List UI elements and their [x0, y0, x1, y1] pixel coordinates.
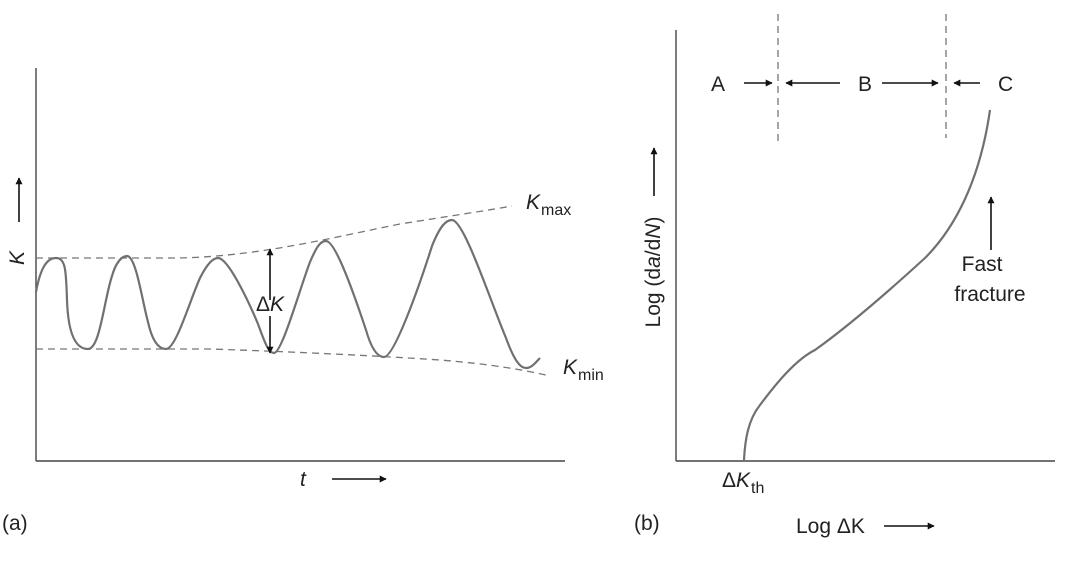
panel-b: Log (da/dN) Log ΔK A B C Fast fracture Δ… — [634, 14, 1055, 538]
region-b-label: B — [858, 73, 872, 96]
kmax-label: Kmax — [526, 191, 571, 219]
kmax-envelope — [36, 205, 513, 259]
panel-a-label: (a) — [2, 512, 28, 535]
kmin-envelope — [36, 348, 551, 377]
panel-a-y-axis-label: K — [6, 250, 29, 265]
panel-b-y-axis-label: Log (da/dN) — [642, 217, 665, 328]
svg-text:Log (da/dN): Log (da/dN) — [642, 217, 665, 328]
panel-b-label: (b) — [634, 512, 660, 535]
region-a-label: A — [711, 73, 725, 96]
panel-a: K t ΔK Kmax Kmin (a) — [2, 68, 604, 535]
panel-a-x-axis-label: t — [300, 468, 307, 491]
fast-fracture-label: Fast fracture — [954, 253, 1025, 306]
region-c-label: C — [998, 73, 1013, 96]
svg-text:K: K — [6, 250, 29, 265]
k-oscillation-curve — [34, 218, 541, 370]
delta-k-threshold-label: ΔKth — [722, 469, 764, 497]
kmin-label: Kmin — [563, 356, 604, 384]
delta-k-label: ΔK — [256, 293, 285, 316]
panel-b-x-axis-label: Log ΔK — [796, 515, 865, 538]
crack-growth-curve — [742, 109, 992, 461]
